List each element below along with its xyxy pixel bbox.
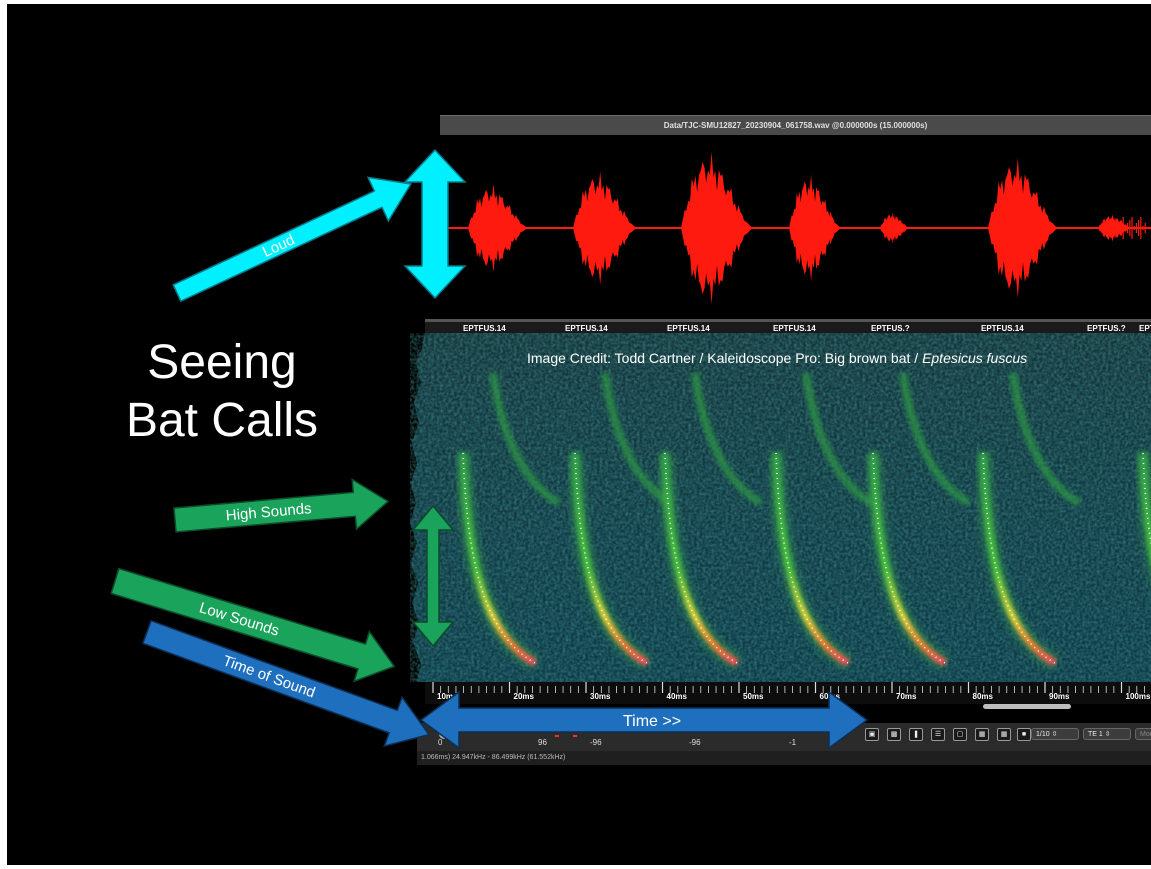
mode-select[interactable]: Mon [1135,728,1151,740]
status-bar: 1.066ms) 24.947kHz - 86.499kHz (61.552kH… [417,751,1151,765]
slide-title: Seeing Bat Calls [97,334,347,450]
annotation-overlay: Loud High Sounds Low Sounds Time of Soun… [110,148,869,750]
te-select[interactable]: TE 1 ⇳ [1083,728,1131,740]
time-double-arrow [419,690,869,750]
high-sounds-arrow [173,477,390,533]
time-tick-label: 20ms [513,692,534,701]
file-title-bar: Data/TJC-SMU12827_20230904_061758.wav @0… [440,115,1151,135]
call-label: EPTFUS.? [1087,324,1126,333]
call-label: EPTFUS.14 [565,324,608,333]
frequency-double-arrow [411,504,455,648]
time-axis: 10ms20ms30ms40ms50ms60ms70ms80ms90ms100m… [425,682,1151,704]
ratio-select[interactable]: 1/10 ⇳ [1031,728,1079,740]
slide-title-line1: Seeing [147,336,297,389]
control-value-0: 0 [438,738,443,747]
tool-button-channel[interactable]: ■ [1017,728,1031,741]
tool-button-list[interactable]: ☰ [931,728,945,741]
tool-button-frame[interactable]: ▦ [975,728,989,741]
low-sounds-arrow [110,567,396,683]
call-label: EPTFUS.? [871,324,910,333]
loud-double-arrow [403,148,467,300]
control-value-1: 96 [538,738,547,747]
slide-title-line2: Bat Calls [125,394,319,447]
tool-button-zoom[interactable]: ▣ [865,728,879,741]
tool-button-grid[interactable]: ▦ [997,728,1011,741]
waveform-panel [440,135,1151,320]
spectrogram-calls [456,372,1151,670]
loud-arrow [172,176,413,303]
time-tick-label: 70ms [896,692,917,701]
time-tick-label: 30ms [590,692,611,701]
call-label: EPT [1139,324,1151,333]
call-label: EPTFUS.14 [981,324,1024,333]
time-tick-label: 100ms [1125,692,1151,701]
time-tick-label: 80ms [972,692,993,701]
horizontal-scrollbar[interactable] [983,704,1071,709]
call-label: EPTFUS.14 [773,324,816,333]
tool-button-window[interactable]: ▢ [953,728,967,741]
time-of-sound-arrow [141,619,431,748]
waveform-bursts [468,151,1146,305]
tool-button-split[interactable]: ▩ [887,728,901,741]
time-tick-label: 50ms [743,692,764,701]
time-tick-label: 40ms [666,692,687,701]
control-value-2: -96 [590,738,602,747]
call-label: EPTFUS.14 [463,324,506,333]
control-value-3: -96 [689,738,701,747]
time-forward-label: Time >> [623,713,681,730]
time-tick-label: 10ms [437,692,458,701]
loud-label: Loud [260,231,297,261]
image-credit: Image Credit: Todd Cartner / Kaleidoscop… [527,350,1028,366]
time-axis-ticks [432,682,1145,693]
call-label: EPTFUS.14 [667,324,710,333]
slide: Data/TJC-SMU12827_20230904_061758.wav @0… [7,4,1151,865]
time-tick-label: 90ms [1049,692,1070,701]
red-marker-icon [555,735,559,737]
credit-species: Eptesicus fuscus [922,350,1028,366]
tool-button-pause[interactable]: ❚ [909,728,923,741]
red-marker-icon [573,735,577,737]
call-label-bar: EPTFUS.14 EPTFUS.14 EPTFUS.14 EPTFUS.14 EPTF… [425,319,1151,336]
control-value-4: -1 [789,738,797,747]
spectrogram [410,333,1151,682]
